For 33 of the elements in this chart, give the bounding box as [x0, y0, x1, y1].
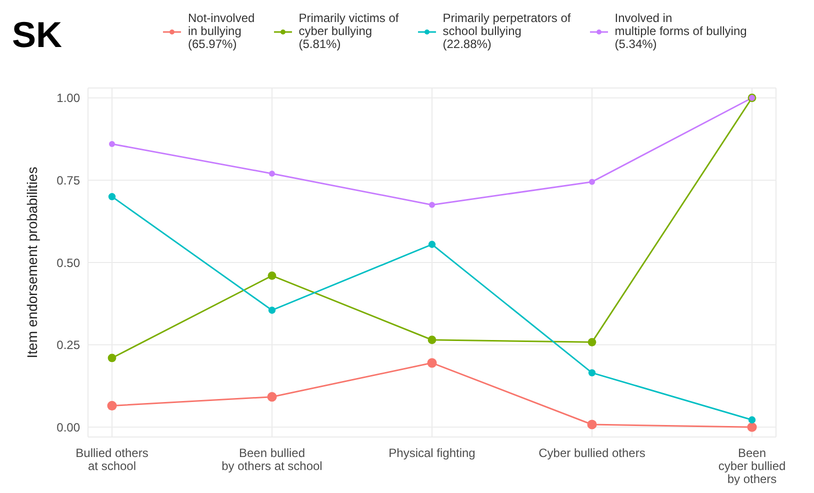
legend-label: Primarily perpetrators of school bullying (22.88%)	[442, 11, 571, 51]
y-tick-label: 0.50	[56, 256, 80, 270]
point	[268, 306, 276, 314]
x-tick-label: Bullied others at school	[76, 446, 148, 473]
y-tick-label: 0.75	[56, 173, 80, 188]
y-tick-label: 0.25	[56, 338, 80, 352]
point	[587, 420, 597, 430]
legend-label: Primarily victims of cyber bullying (5.81%)	[298, 11, 399, 51]
legend-label: Not-involved in bullying (65.97%)	[188, 11, 255, 51]
point	[747, 422, 757, 432]
point	[109, 140, 115, 147]
point	[428, 240, 436, 248]
point	[108, 193, 116, 200]
point	[588, 338, 596, 346]
point	[428, 336, 436, 344]
x-tick-label: Physical fighting	[388, 446, 476, 460]
point	[267, 392, 277, 402]
x-tick-label: Been bullied by others at school	[222, 446, 322, 473]
point	[107, 400, 117, 411]
y-tick-label: 1.00	[56, 91, 80, 106]
y-axis-title: Item endorsement probabilities	[24, 166, 40, 358]
point	[427, 358, 437, 368]
legend-label: Involved in multiple forms of bullying (5.34%)	[614, 11, 747, 51]
chart-title: SK	[11, 13, 64, 56]
point	[429, 202, 435, 208]
point	[108, 354, 116, 362]
y-tick-label: 0.00	[56, 420, 80, 434]
point	[269, 170, 275, 177]
point	[589, 178, 595, 185]
point	[268, 271, 276, 280]
point	[588, 369, 596, 376]
x-tick-label: Cyber bullied others	[538, 446, 646, 460]
point	[748, 416, 756, 424]
